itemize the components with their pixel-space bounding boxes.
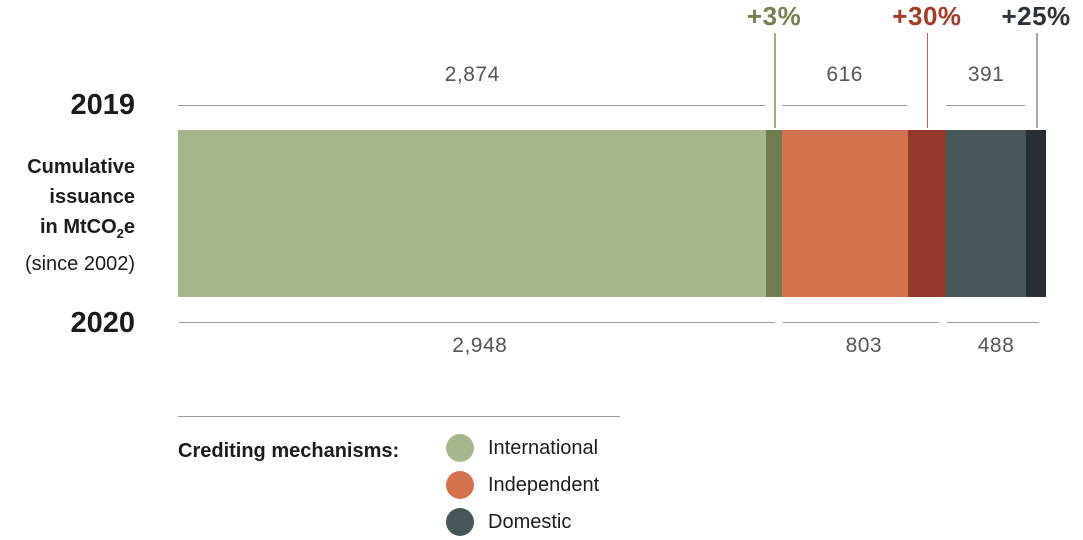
legend-swatch-international-icon bbox=[446, 434, 474, 462]
axis-title-line2: issuance bbox=[49, 186, 135, 208]
segment-independent-2019 bbox=[781, 130, 908, 297]
segment-international-growth bbox=[766, 130, 782, 297]
bracket-line bbox=[947, 322, 1039, 323]
legend-label-international: International bbox=[488, 437, 599, 459]
legend-swatch-independent-icon bbox=[446, 471, 474, 499]
segment-independent-growth bbox=[907, 130, 947, 297]
tick-line-independent bbox=[926, 33, 929, 128]
growth-label-international: +3% bbox=[746, 1, 802, 31]
value-2020-independent: 803 bbox=[845, 334, 883, 357]
legend-swatch-domestic-icon bbox=[446, 508, 474, 536]
legend-item-independent: Independent bbox=[446, 471, 599, 499]
growth-label-independent: +30% bbox=[892, 1, 962, 31]
value-2020-domestic: 488 bbox=[977, 334, 1015, 357]
axis-title: Cumulative issuance in MtCO2e (since 200… bbox=[0, 152, 135, 279]
legend: Crediting mechanisms: International Inde… bbox=[178, 416, 798, 540]
legend-title: Crediting mechanisms: bbox=[178, 440, 400, 462]
bracket-line bbox=[946, 105, 1026, 106]
bracket-line bbox=[178, 105, 766, 106]
tick-line-international bbox=[774, 33, 776, 128]
axis-title-line1: Cumulative bbox=[27, 156, 135, 178]
tick-line-domestic bbox=[1036, 33, 1038, 128]
plot-area: +3% +30% +25% 2,874 616 391 bbox=[178, 0, 1070, 400]
segment-domestic-2019 bbox=[946, 130, 1027, 297]
bracket-line bbox=[782, 322, 940, 323]
unit-suffix: e bbox=[123, 216, 135, 238]
value-2019-domestic: 391 bbox=[967, 63, 1005, 86]
segment-domestic-growth bbox=[1026, 130, 1046, 297]
year-label-2020: 2020 bbox=[70, 307, 135, 339]
bracket-line bbox=[781, 105, 907, 106]
unit-prefix: in MtCO bbox=[39, 216, 117, 238]
legend-label-independent: Independent bbox=[488, 474, 600, 496]
segment-international-2019 bbox=[178, 130, 767, 297]
year-label-2019: 2019 bbox=[70, 89, 135, 121]
value-2020-international: 2,948 bbox=[452, 334, 508, 357]
legend-items: International Independent Domestic bbox=[446, 434, 599, 536]
bracket-line bbox=[179, 322, 775, 323]
legend-label-domestic: Domestic bbox=[488, 511, 572, 533]
legend-item-domestic: Domestic bbox=[446, 508, 599, 536]
legend-item-international: International bbox=[446, 434, 599, 462]
growth-label-domestic: +25% bbox=[1001, 1, 1071, 31]
legend-divider bbox=[178, 416, 620, 417]
axis-title-line4: (since 2002) bbox=[24, 253, 135, 275]
value-2019-independent: 616 bbox=[826, 63, 863, 86]
value-2019-international: 2,874 bbox=[444, 63, 500, 86]
unit-subscript: 2 bbox=[116, 226, 124, 241]
stacked-bar bbox=[178, 130, 1046, 297]
axis-title-unit: in MtCO2e bbox=[0, 212, 135, 249]
